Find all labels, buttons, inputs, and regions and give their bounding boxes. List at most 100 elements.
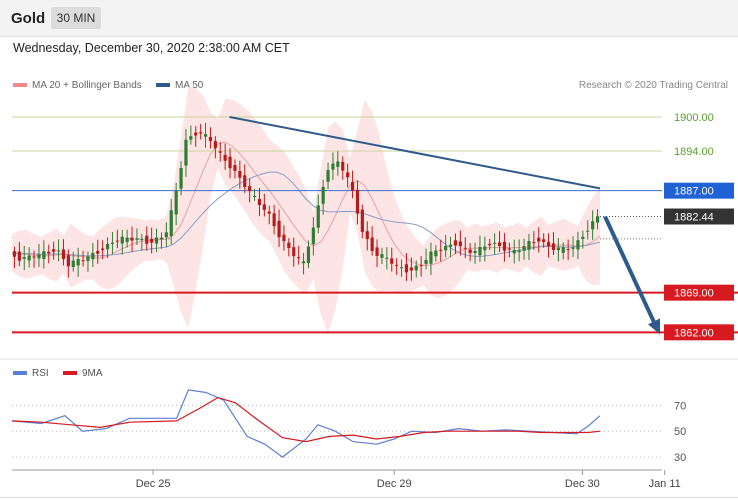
candle [86,251,90,272]
candle [159,232,164,249]
chart-datetime: Wednesday, December 30, 2020 2:38:00 AM … [13,41,290,55]
candle [390,247,394,272]
candle [174,182,178,226]
candle [105,237,110,259]
candle [91,242,95,268]
candle-body [164,232,168,238]
candle-body [189,136,193,140]
credit-text: Research © 2020 Trading Central [578,80,728,91]
candle [493,233,497,255]
x-tick-label-3: Jan 11 [649,478,681,490]
candle-body [311,227,315,245]
candle-body [591,221,595,230]
candle-body [81,260,85,262]
candle [287,238,291,257]
current-price-text: 1882.44 [674,212,714,224]
candle [478,235,482,262]
asset-title: Gold [11,10,46,27]
candle [42,240,46,269]
candle [115,229,119,249]
candle [595,209,600,230]
candle-body [537,237,541,242]
candle [591,210,595,240]
candle [311,217,315,256]
forecast-arrow-shaft [603,215,657,326]
candle-body [56,250,61,252]
candle [101,240,105,260]
candle [37,243,41,268]
candle-body [32,256,36,258]
candle [512,239,516,264]
candle [223,143,227,170]
candle [262,193,266,217]
candle-body [561,247,565,253]
candle [444,234,448,258]
candle-body [203,134,208,137]
timeframe-button[interactable]: 30 MIN [51,7,101,29]
candle-body [453,240,458,246]
candle [22,245,26,271]
candle-body [571,247,575,249]
candle-body [27,255,31,261]
candle-body [414,265,418,271]
candle-body [66,255,70,267]
candle-body [61,249,66,260]
x-tick-label-1: Dec 29 [377,478,412,490]
candle-body [282,234,286,242]
candle [120,229,124,255]
legend-ma50: MA 50 [156,80,203,91]
legend-ma20-bollinger: MA 20 + Bollinger Bands [13,80,142,91]
level-label-text-1: 1894.00 [674,146,714,158]
candle-body [507,248,511,250]
candle-body [478,246,482,256]
candle [52,241,56,260]
candle-body [331,163,335,170]
chart-header: Gold 30 MIN [0,0,738,37]
candle-body [184,139,188,166]
level-label-3: 1869.00 [664,284,734,301]
candle [110,231,115,255]
candle [537,227,541,253]
level-label-text-4: 1862.00 [674,327,714,339]
candle [71,251,75,272]
candle-body [522,246,526,251]
trendline [229,116,601,190]
candle [448,236,453,258]
candle [380,247,384,265]
candle [282,225,286,251]
candle-body [444,246,448,251]
candle-body [350,181,355,191]
current-price-label: 1882.44 [664,208,734,225]
candle-body [517,250,521,253]
candle-body [404,264,409,273]
candle-body [223,154,227,161]
level-label-text-3: 1869.00 [674,288,714,300]
level-label-1: 1894.00 [674,146,714,158]
candle [76,247,80,277]
candle-body [248,186,252,192]
candle-body [502,241,507,251]
candle [409,257,413,281]
candle-body [145,235,149,244]
candle-body [110,242,115,244]
candle [321,179,325,215]
candle [248,178,252,203]
candle [164,222,168,248]
candle-body [512,249,516,254]
candle-body [243,175,247,188]
candle-body [150,238,154,243]
candle-body [159,237,164,240]
candle [66,249,70,278]
forecast-arrow-head [648,318,660,335]
legend-label-rsi: RSI [32,368,49,379]
level-label-bg-2 [664,182,734,199]
rsi-tick-1: 50 [674,426,686,438]
candle [517,239,521,262]
rsi-tick-0: 30 [674,452,686,464]
candle [184,128,188,177]
candle-body [483,246,487,251]
legend-label-9ma: 9MA [82,368,103,379]
candle-body [96,250,100,254]
rsi-series-rsi [11,389,601,458]
